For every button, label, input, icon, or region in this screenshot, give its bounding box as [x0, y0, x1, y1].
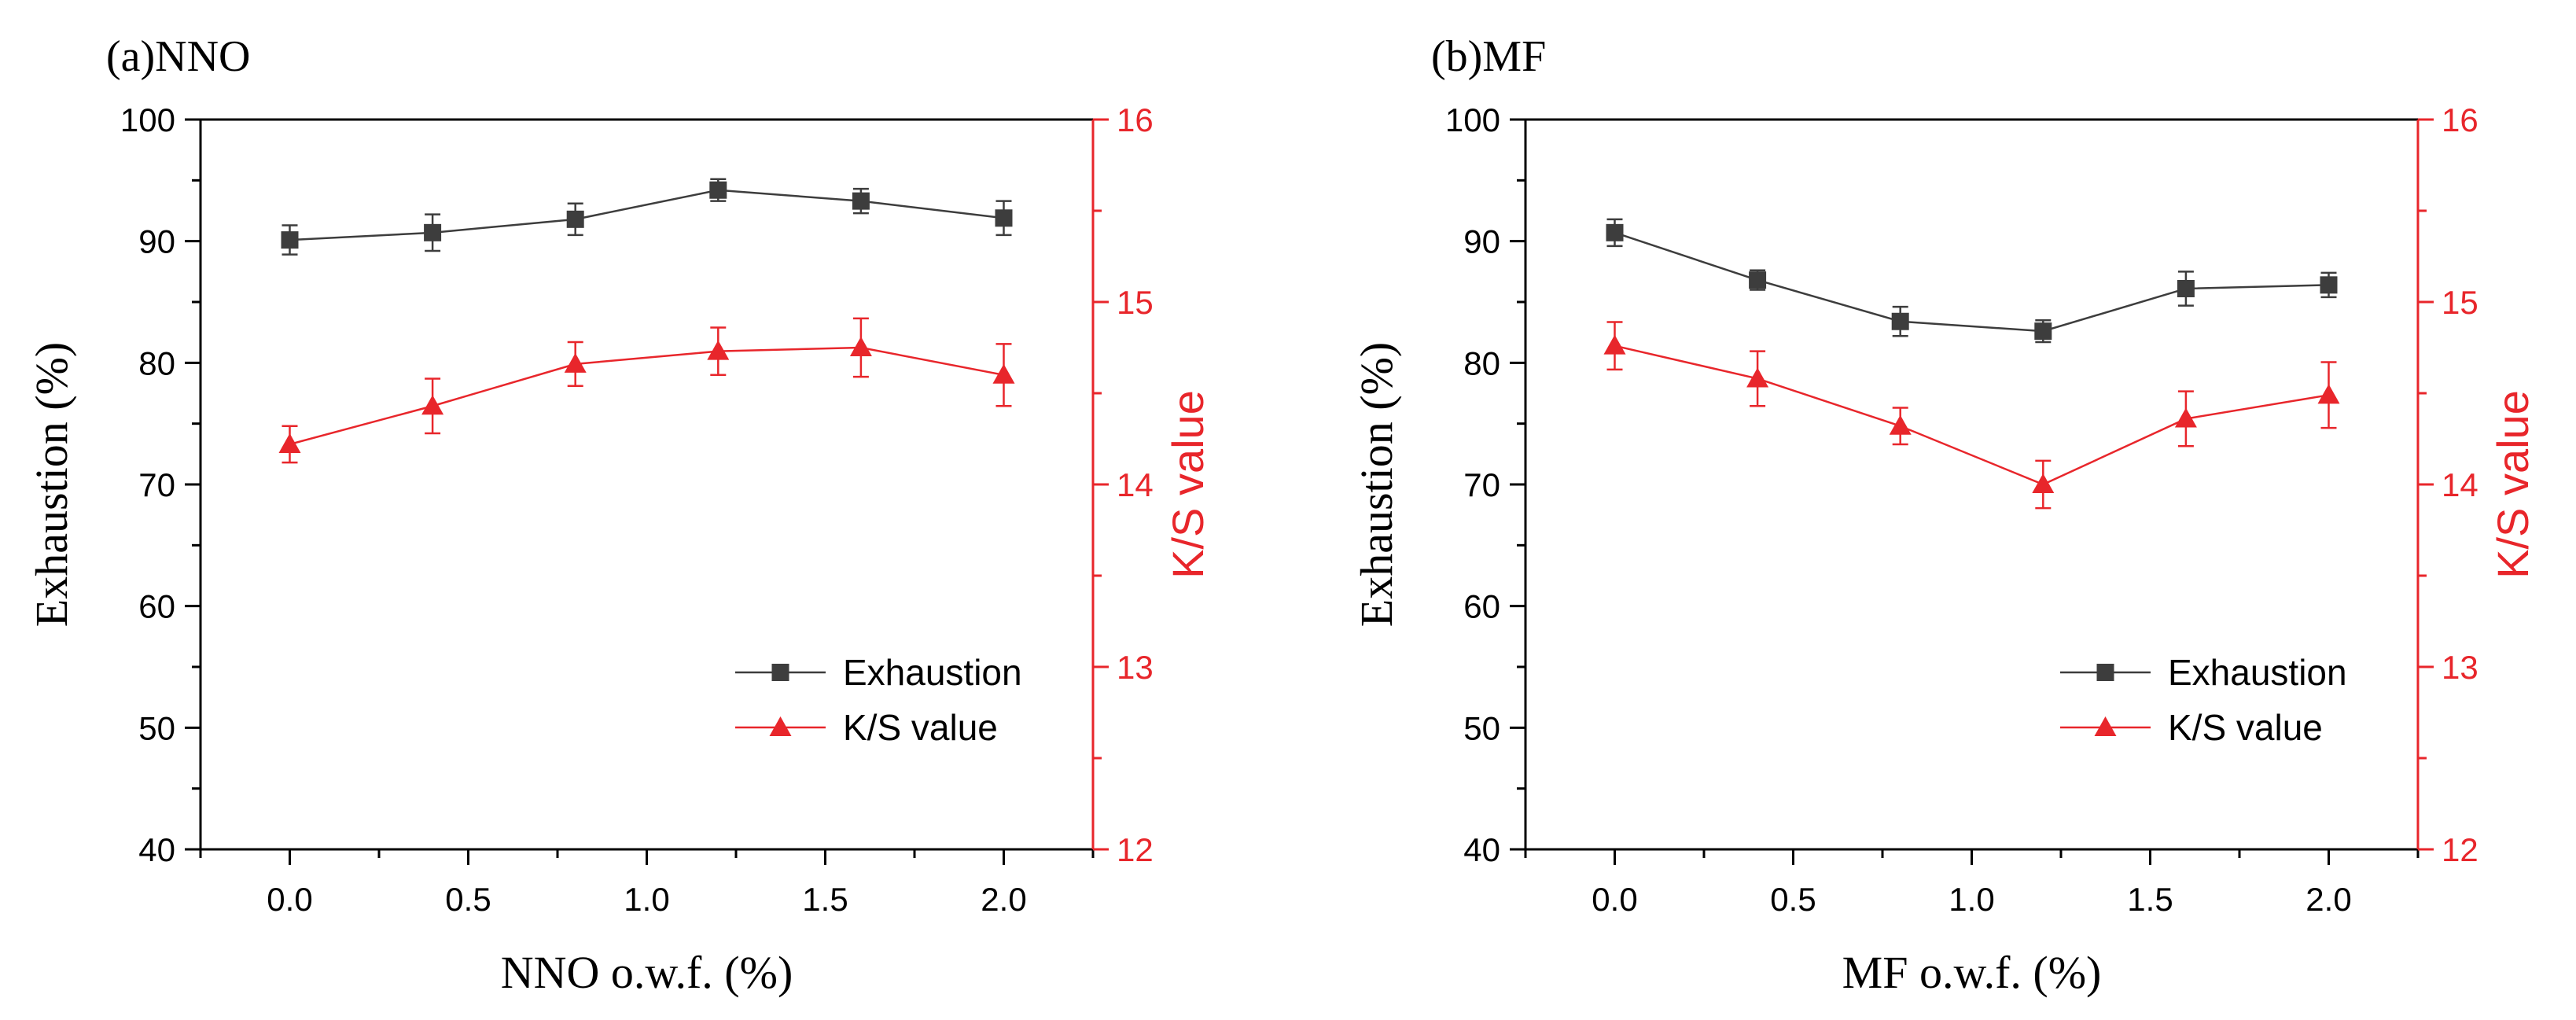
data-point-square — [2034, 322, 2052, 341]
y-tick-label: 50 — [138, 709, 175, 746]
data-point-square — [1606, 223, 1624, 241]
data-point-triangle — [2317, 384, 2340, 404]
legend-marker-triangle — [769, 716, 792, 736]
data-point-square — [566, 210, 584, 228]
legend-label: Exhaustion — [2168, 652, 2347, 693]
data-point-square — [281, 231, 299, 249]
legend-item-k-s-value: K/S value — [2060, 707, 2323, 748]
y-tick-label: 40 — [1463, 831, 1500, 868]
x-tick-label: 1.5 — [2127, 881, 2173, 918]
y2-tick-label: 12 — [1117, 831, 1154, 868]
data-point-triangle — [421, 395, 444, 415]
data-point-square — [1891, 312, 1909, 330]
y-tick-label: 70 — [1463, 466, 1500, 503]
y2-tick-label: 12 — [2442, 831, 2478, 868]
data-point-square — [709, 181, 727, 199]
y2-tick-label: 13 — [1117, 649, 1154, 686]
data-point-triangle — [2174, 407, 2197, 428]
legend-item-exhaustion: Exhaustion — [735, 652, 1022, 693]
y-tick-label: 80 — [1463, 344, 1500, 381]
series-line — [289, 346, 1004, 446]
legend-marker-triangle — [2094, 716, 2117, 736]
series-exhaustion — [1606, 218, 2338, 344]
series-exhaustion — [281, 178, 1013, 256]
x-axis-title: MF o.w.f. (%) — [1842, 947, 2102, 998]
x-tick-label: 0.5 — [445, 881, 491, 918]
y-tick-label: 90 — [1463, 223, 1500, 260]
data-point-square — [2177, 279, 2195, 297]
x-tick-label: 1.0 — [1949, 881, 1994, 918]
y2-tick-label: 14 — [2442, 466, 2478, 503]
x-tick-label: 0.0 — [1592, 881, 1637, 918]
panel-label: (b)MF — [1431, 32, 1546, 81]
y2-tick-label: 14 — [1117, 466, 1154, 503]
legend-label: K/S value — [2168, 707, 2323, 748]
y-tick-label: 100 — [120, 101, 175, 138]
y-tick-label: 50 — [1463, 709, 1500, 746]
y2-tick-label: 15 — [1117, 284, 1154, 321]
data-point-triangle — [992, 363, 1015, 384]
x-tick-label: 2.0 — [2306, 881, 2351, 918]
y-axis-title: Exhaustion (%) — [26, 342, 77, 627]
y-tick-label: 60 — [1463, 588, 1500, 625]
data-point-triangle — [2032, 473, 2055, 493]
data-point-square — [424, 223, 442, 241]
x-tick-label: 0.5 — [1770, 881, 1816, 918]
y-tick-label: 80 — [138, 344, 175, 381]
data-point-triangle — [849, 337, 872, 356]
y2-tick-label: 16 — [2442, 101, 2478, 138]
x-tick-label: 2.0 — [981, 881, 1026, 918]
y2-tick-label: 13 — [2442, 649, 2478, 686]
series-line — [1614, 231, 2329, 333]
data-point-triangle — [707, 340, 730, 360]
y2-axis-title: K/S value — [1163, 390, 1213, 579]
data-point-square — [2320, 276, 2338, 294]
data-point-square — [852, 192, 870, 210]
series-k-s-value — [278, 317, 1015, 464]
data-point-triangle — [1746, 367, 1769, 388]
y-tick-label: 40 — [138, 831, 175, 868]
x-axis-title: NNO o.w.f. (%) — [501, 947, 793, 998]
legend-marker-square — [771, 664, 789, 681]
series-k-s-value — [1603, 321, 2340, 510]
y-axis-title: Exhaustion (%) — [1351, 342, 1402, 627]
x-tick-label: 0.0 — [267, 881, 312, 918]
data-point-triangle — [564, 352, 587, 373]
x-tick-label: 1.5 — [802, 881, 848, 918]
legend-item-k-s-value: K/S value — [735, 707, 998, 748]
legend-label: Exhaustion — [843, 652, 1022, 693]
data-point-triangle — [278, 433, 301, 453]
series-line — [289, 189, 1004, 241]
legend: Exhaustion K/S value — [735, 652, 1022, 748]
data-point-triangle — [1603, 334, 1626, 355]
y2-tick-label: 16 — [1117, 101, 1154, 138]
series-line — [1614, 344, 2329, 486]
data-point-square — [1749, 271, 1767, 289]
y2-axis-title: K/S value — [2488, 390, 2537, 579]
legend-marker-square — [2096, 664, 2114, 681]
panel-label: (a)NNO — [106, 32, 250, 81]
data-point-triangle — [1889, 414, 1912, 435]
chart-panel-1: 0.0 0.5 1.0 1.5 2.0 40 50 60 70 80 90 100 12 13 14 15 16… — [26, 32, 1213, 998]
legend-label: K/S value — [843, 707, 998, 748]
x-tick-label: 1.0 — [624, 881, 669, 918]
y2-tick-label: 15 — [2442, 284, 2478, 321]
y-tick-label: 100 — [1445, 101, 1500, 138]
legend: Exhaustion K/S value — [2060, 652, 2347, 748]
data-point-square — [995, 209, 1013, 227]
y-tick-label: 70 — [138, 466, 175, 503]
chart-panel-2: 0.0 0.5 1.0 1.5 2.0 40 50 60 70 80 90 100 12 13 14 15 16… — [1351, 32, 2537, 998]
y-tick-label: 90 — [138, 223, 175, 260]
legend-item-exhaustion: Exhaustion — [2060, 652, 2347, 693]
y-tick-label: 60 — [138, 588, 175, 625]
